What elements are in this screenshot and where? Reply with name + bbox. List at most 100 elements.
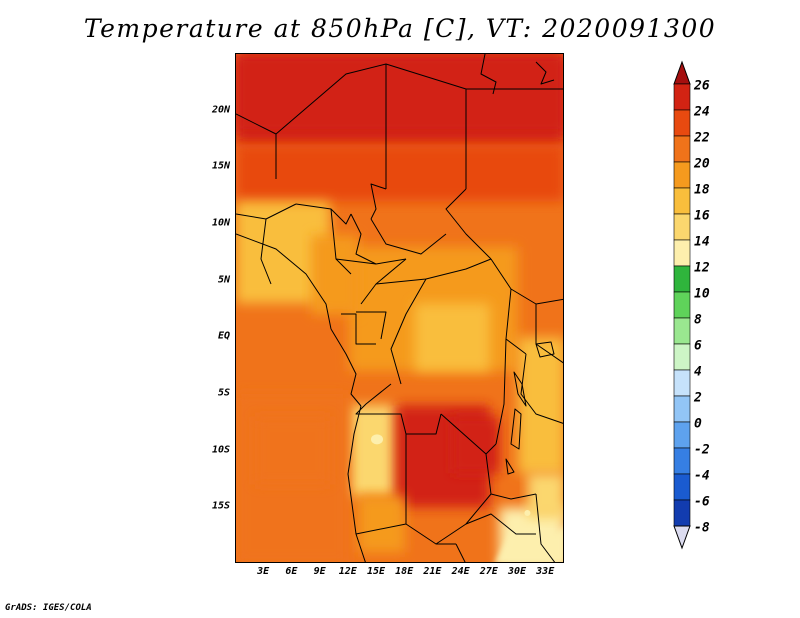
- cool-spot: [371, 434, 383, 445]
- colorbar-segment: [673, 421, 691, 449]
- footer-credit: GrADS: IGES/COLA: [5, 603, 92, 613]
- colorbar-label: 4: [694, 364, 702, 380]
- country-border: [445, 188, 492, 260]
- country-border: [356, 311, 387, 340]
- lon-tick-label: 27E: [479, 566, 498, 577]
- country-border: [485, 453, 537, 500]
- colorbar-label: 20: [694, 156, 710, 172]
- colorbar-segment: [673, 161, 691, 189]
- colorbar-label: -6: [694, 494, 710, 510]
- field-patch: [527, 473, 563, 519]
- lat-tick-label: 10S: [211, 444, 230, 456]
- country-border: [465, 513, 536, 535]
- colorbar-over-triangle: [673, 60, 691, 85]
- lon-tick-label: 9E: [313, 566, 326, 577]
- colorbar-label: 8: [694, 312, 702, 328]
- colorbar-segment: [673, 239, 691, 267]
- lon-tick-label: 30E: [507, 566, 527, 577]
- lon-tick-label: 15E: [366, 566, 386, 577]
- field-patch: [254, 416, 330, 485]
- lat-tick-label: 5N: [217, 274, 230, 286]
- colorbar-label: 10: [694, 286, 710, 302]
- colorbar-under-triangle: [673, 525, 691, 550]
- country-border: [535, 341, 555, 358]
- field-patch: [414, 303, 490, 372]
- colorbar-label: -4: [694, 468, 710, 484]
- field-patch: [358, 496, 406, 553]
- country-border: [370, 183, 387, 220]
- colorbar-label: 12: [694, 260, 710, 276]
- country-borders: [236, 54, 563, 562]
- region-east-africa-highlands: [518, 337, 563, 474]
- country-border: [236, 63, 387, 189]
- temperature-anomalies: [236, 54, 563, 562]
- colorbar-segment: [673, 265, 691, 293]
- country-border: [370, 218, 447, 255]
- cool-region-zimbabwe: [495, 525, 563, 562]
- region-angola-plateau: [348, 405, 396, 496]
- colorbar-segment: [673, 83, 691, 111]
- country-border: [505, 458, 515, 475]
- country-border: [490, 258, 563, 305]
- lon-tick-label: 3E: [257, 566, 270, 577]
- lat-tick-label: 20N: [211, 104, 230, 116]
- colorbar-label: 18: [694, 182, 710, 198]
- temperature-map: [235, 53, 564, 563]
- country-border: [295, 203, 352, 225]
- colorbar-label: 14: [694, 234, 710, 250]
- country-border: [513, 371, 527, 407]
- colorbar-segment: [673, 447, 691, 475]
- colorbar-label: 6: [694, 338, 702, 354]
- colorbar-label: -2: [694, 442, 710, 458]
- colorbar-segment: [673, 473, 691, 501]
- country-border: [455, 543, 466, 562]
- colorbar-label: 22: [694, 130, 710, 146]
- lon-tick-label: 33E: [536, 566, 555, 577]
- lat-tick-label: 5S: [217, 387, 230, 399]
- colorbar-segment: [673, 135, 691, 163]
- lat-tick-label: 10N: [211, 217, 230, 229]
- lon-tick-label: 6E: [285, 566, 298, 577]
- country-border: [480, 54, 497, 95]
- colorbar-segment: [673, 291, 691, 319]
- colorbar: [673, 60, 691, 550]
- colorbar-segment: [673, 213, 691, 241]
- country-border: [390, 278, 427, 385]
- country-border: [355, 523, 407, 535]
- lat-tick-label: 15N: [211, 160, 230, 172]
- country-border: [330, 328, 362, 407]
- country-border: [495, 338, 507, 445]
- colorbar-label: 16: [694, 208, 710, 224]
- country-border: [535, 493, 556, 562]
- colorbar-segment: [673, 369, 691, 397]
- colorbar-label: -8: [694, 520, 710, 536]
- temperature-field: [236, 54, 563, 562]
- country-border: [347, 405, 366, 562]
- lon-tick-label: 12E: [338, 566, 357, 577]
- lon-tick-label: 18E: [395, 566, 414, 577]
- country-border: [405, 434, 456, 545]
- colorbar-label: 24: [694, 104, 710, 120]
- colorbar-segment: [673, 395, 691, 423]
- lat-tick-label: EQ: [217, 330, 230, 342]
- country-border: [341, 313, 376, 345]
- colorbar-segment: [673, 343, 691, 371]
- colorbar-label: 26: [694, 78, 710, 94]
- country-border: [355, 383, 442, 435]
- country-border: [535, 61, 555, 85]
- colorbar-label: 0: [694, 416, 702, 432]
- cool-spot: [524, 510, 531, 516]
- colorbar-segment: [673, 499, 691, 527]
- country-border: [236, 233, 332, 330]
- lat-tick-label: 15S: [211, 500, 230, 512]
- colorbar-segment: [673, 317, 691, 345]
- region-sahel: [236, 144, 563, 202]
- country-border: [375, 258, 492, 285]
- chart-title: Temperature at 850hPa [C], VT: 202009130…: [83, 14, 717, 43]
- country-border: [510, 408, 522, 450]
- country-border: [520, 353, 563, 424]
- lon-tick-label: 21E: [423, 566, 442, 577]
- field-patch: [236, 54, 563, 134]
- colorbar-label: 2: [694, 390, 702, 406]
- country-border: [260, 218, 272, 285]
